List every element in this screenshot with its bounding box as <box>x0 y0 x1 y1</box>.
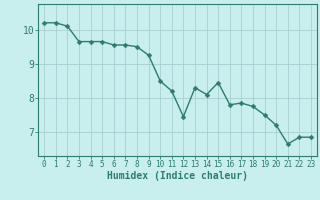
X-axis label: Humidex (Indice chaleur): Humidex (Indice chaleur) <box>107 171 248 181</box>
